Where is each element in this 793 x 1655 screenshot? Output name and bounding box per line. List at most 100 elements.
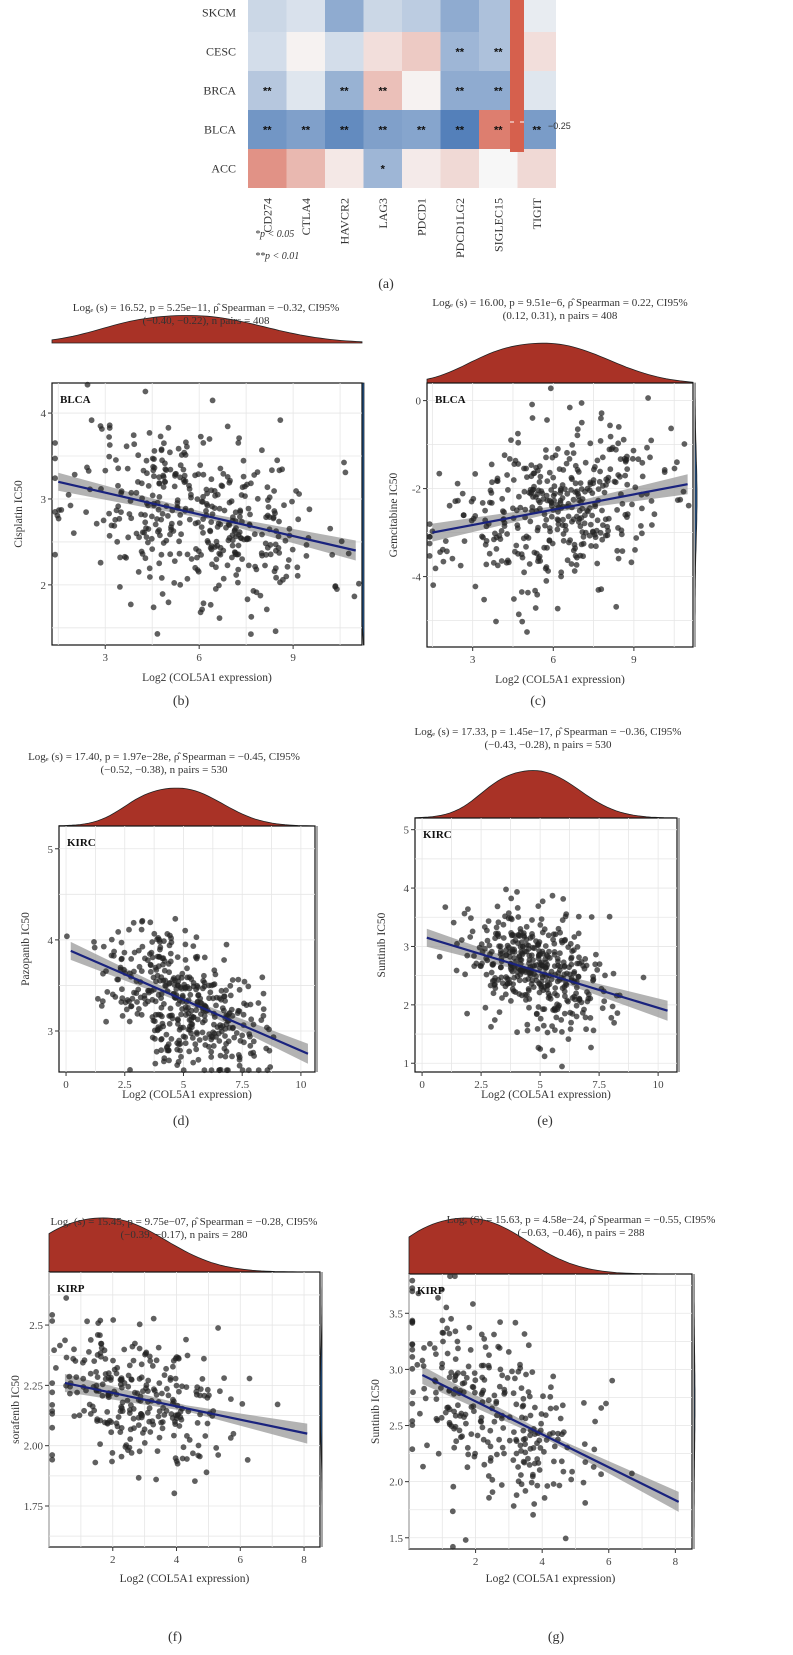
heatmap-cell [402,71,441,110]
heatmap-row-label: BLCA [204,123,236,137]
data-point [194,496,201,502]
data-point [497,964,504,971]
data-point [561,988,568,995]
data-point [485,1362,492,1369]
data-point [549,454,556,461]
data-point [143,534,150,540]
data-point [169,1012,175,1019]
data-point [128,515,135,522]
data-point [498,1482,505,1488]
data-point [259,447,265,454]
data-point [468,498,475,505]
data-point [504,531,510,537]
data-point [540,1022,547,1029]
data-point [544,417,550,423]
data-point [240,1011,247,1018]
data-point [555,521,562,527]
x-axis-label: Log2 (COL5A1 expression) [481,1089,611,1101]
data-point [182,941,189,948]
data-point [194,1384,201,1391]
data-point [217,1388,223,1395]
data-point [208,1067,215,1074]
data-point [234,1010,241,1016]
data-point [248,613,255,620]
data-point [286,525,293,532]
data-point [282,537,289,544]
data-point [471,963,478,969]
heatmap-cell [286,32,325,71]
data-point [644,444,650,451]
data-point [535,497,542,504]
data-point [614,507,620,513]
data-point [433,1389,439,1396]
panel-caption: (d) [173,1114,190,1129]
data-point [264,1024,270,1031]
data-point [582,956,589,962]
data-point [563,970,570,977]
data-point [518,1472,524,1478]
data-point [515,932,522,939]
cancer-type-label: KIRP [417,1285,445,1297]
data-point [497,951,504,957]
data-point [195,1442,202,1449]
data-point [479,533,485,540]
data-point [64,933,70,940]
data-point [584,507,590,514]
data-point [433,1351,439,1357]
data-point [568,487,574,493]
data-point [564,557,571,564]
data-point [558,573,564,580]
heatmap-cell [363,110,402,149]
data-point [527,1412,534,1419]
data-point [164,1385,170,1392]
data-point [510,1457,517,1463]
data-point [639,530,645,537]
data-point [216,1038,223,1044]
data-point [203,1469,210,1476]
data-point [219,1005,226,1011]
data-point [49,1312,56,1318]
data-point [221,957,228,963]
y-tick-label: -4 [412,572,422,584]
data-point [189,1013,195,1020]
data-point [498,974,505,981]
data-point [74,1389,80,1396]
data-point [498,558,505,564]
data-point [147,961,154,968]
data-point [184,1352,191,1359]
data-point [133,489,140,496]
data-point [495,919,502,926]
data-point [184,965,190,972]
data-point [157,532,163,539]
data-point [240,457,247,464]
data-point [492,935,498,942]
data-point [207,989,214,996]
data-point [190,943,197,949]
data-point [235,976,242,983]
data-point [581,520,588,527]
data-point [446,502,453,509]
data-point [76,1412,83,1419]
data-point [543,454,549,461]
data-point [524,474,530,480]
data-point [501,509,507,516]
data-point [178,1053,184,1060]
data-point [496,1345,503,1351]
y-tick-label: 2 [404,1000,410,1012]
data-point [555,446,561,452]
data-point [218,1028,225,1035]
significance-stars: ** [263,86,272,98]
data-point [598,415,604,422]
data-point [49,1424,56,1431]
data-point [155,1413,162,1420]
y-axis-label: sorafenib IC50 [10,1375,22,1444]
data-point [193,934,200,941]
data-point [259,531,265,538]
data-point [217,521,224,528]
data-point [409,1288,416,1295]
significance-stars: ** [494,86,503,98]
data-point [598,1471,604,1478]
data-point [526,1393,533,1400]
data-point [493,546,500,552]
data-point [422,1395,429,1402]
